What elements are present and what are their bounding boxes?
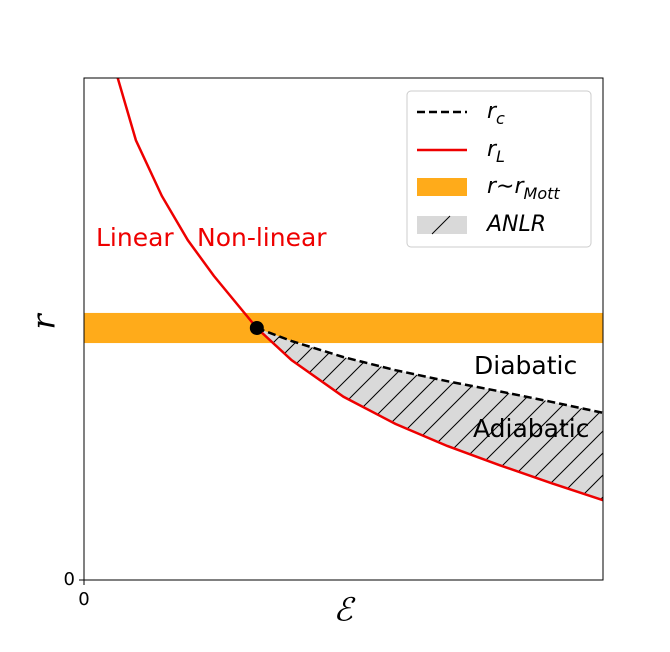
annotation: Non-linear <box>197 223 327 252</box>
y-tick-label: 0 <box>64 569 75 590</box>
legend-label: r∼rMott <box>487 174 560 203</box>
x-tick-label: 0 <box>78 589 89 610</box>
x-axis-label: ℰ <box>333 591 356 629</box>
legend-frame <box>406 90 592 248</box>
legend-hatch <box>431 215 451 235</box>
y-axis-label: r <box>25 313 63 330</box>
legend-swatch <box>417 216 467 234</box>
legend-label: rL <box>487 137 505 166</box>
band <box>84 312 603 344</box>
line <box>256 326 603 415</box>
plot-area <box>84 78 603 502</box>
intersection-point <box>249 320 264 335</box>
annotation: Diabatic <box>474 351 577 380</box>
annotation: Adiabatic <box>473 414 589 443</box>
annotation: Linear <box>96 223 174 252</box>
anlr-hatch <box>256 327 603 501</box>
legend: rc rL r∼rMott ANLR <box>406 90 592 248</box>
plot-frame <box>83 77 604 581</box>
line <box>116 78 603 502</box>
legend-swatch <box>417 178 467 196</box>
legend-label: rc <box>487 99 505 128</box>
legend-label: ANLR <box>485 212 546 237</box>
